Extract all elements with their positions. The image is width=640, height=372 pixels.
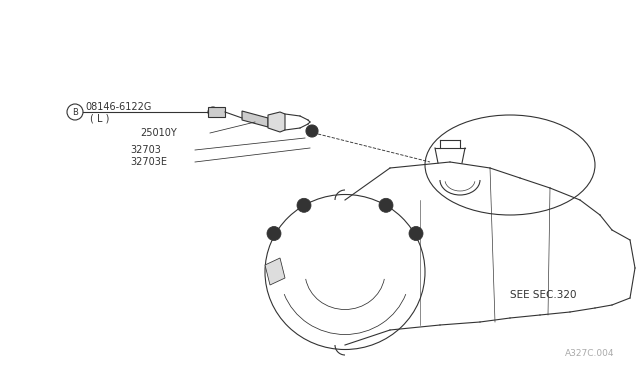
Circle shape (267, 227, 281, 241)
Text: 32703: 32703 (130, 145, 161, 155)
Polygon shape (268, 112, 285, 132)
Text: B: B (72, 108, 78, 116)
Text: 32703E: 32703E (130, 157, 167, 167)
Text: ( L ): ( L ) (90, 113, 109, 123)
Text: SEE SEC.320: SEE SEC.320 (510, 290, 577, 300)
Text: 08146-6122G: 08146-6122G (85, 102, 152, 112)
Circle shape (297, 198, 311, 212)
Polygon shape (242, 111, 268, 127)
Text: 25010Y: 25010Y (140, 128, 177, 138)
Circle shape (379, 198, 393, 212)
Circle shape (306, 125, 318, 137)
Text: A327C.004: A327C.004 (565, 350, 614, 359)
Polygon shape (265, 258, 285, 285)
Circle shape (409, 227, 423, 241)
Polygon shape (208, 107, 225, 117)
